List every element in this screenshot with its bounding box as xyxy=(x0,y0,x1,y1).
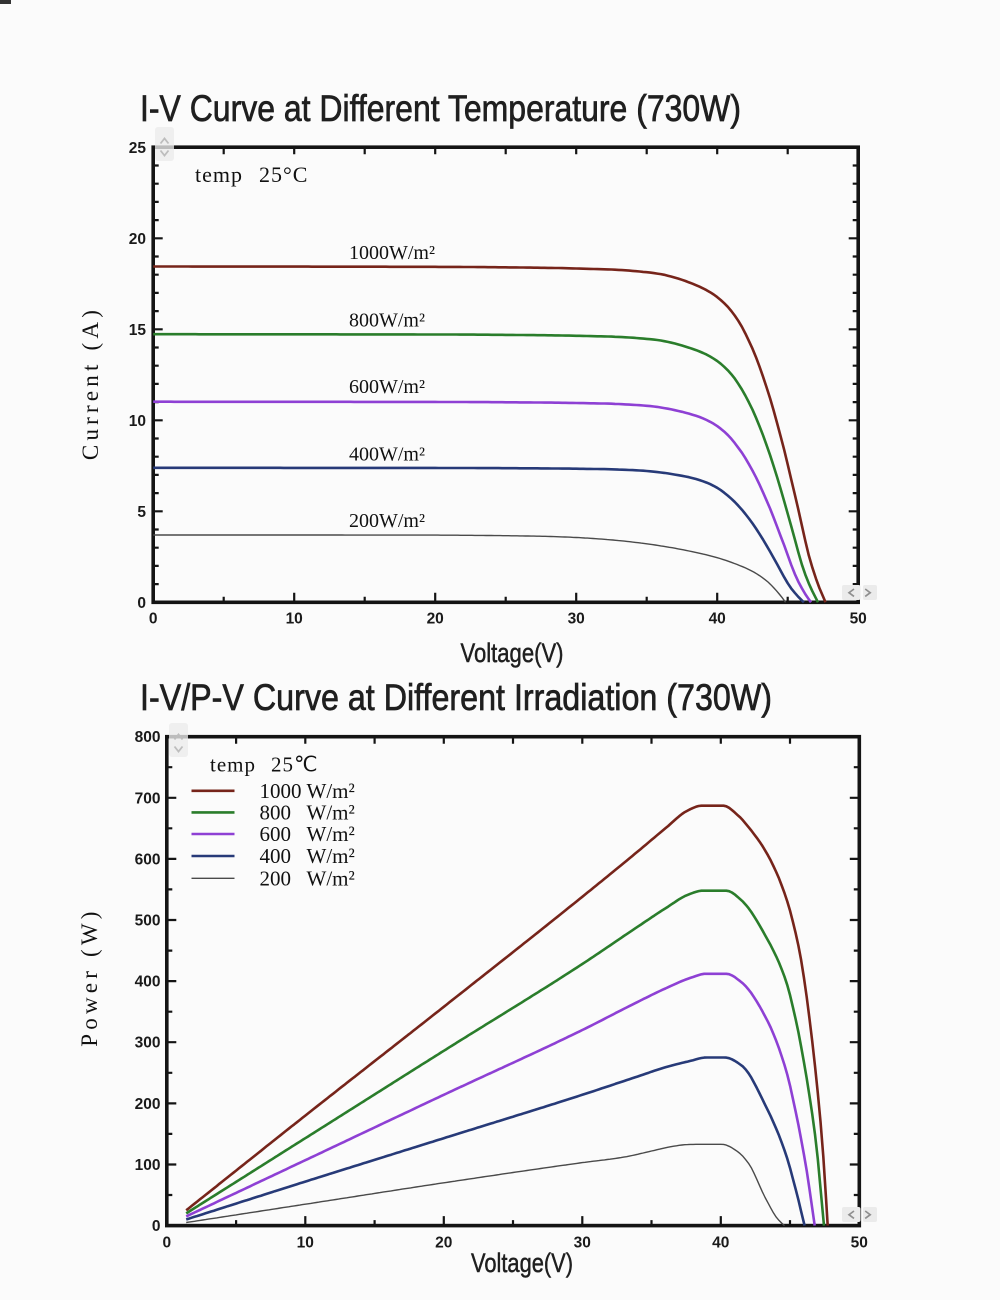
svg-text:30: 30 xyxy=(574,1235,591,1252)
svg-text:25: 25 xyxy=(129,140,147,157)
svg-text:temp: temp xyxy=(195,162,243,187)
svg-text:40: 40 xyxy=(712,1235,729,1252)
svg-text:0: 0 xyxy=(137,595,146,612)
svg-text:10: 10 xyxy=(286,611,303,628)
svg-text:1000: 1000 xyxy=(260,779,302,803)
svg-text:W/m²: W/m² xyxy=(307,844,355,868)
svg-text:0: 0 xyxy=(149,611,158,628)
svg-text:20: 20 xyxy=(435,1235,452,1252)
svg-text:100: 100 xyxy=(135,1157,161,1174)
svg-text:W/m²: W/m² xyxy=(307,801,355,825)
svg-text:Voltage(V): Voltage(V) xyxy=(471,1248,573,1278)
svg-text:800W/m²: 800W/m² xyxy=(349,310,425,332)
svg-text:400: 400 xyxy=(260,844,292,868)
svg-text:200W/m²: 200W/m² xyxy=(349,510,425,532)
svg-text:600: 600 xyxy=(135,851,161,868)
svg-text:600: 600 xyxy=(260,822,292,846)
svg-text:25°C: 25°C xyxy=(259,162,308,187)
svg-text:300: 300 xyxy=(135,1035,161,1052)
svg-text:700: 700 xyxy=(135,790,161,807)
svg-text:600W/m²: 600W/m² xyxy=(349,376,425,398)
svg-text:temp: temp xyxy=(210,753,256,777)
svg-text:30: 30 xyxy=(568,611,585,628)
svg-text:200: 200 xyxy=(260,867,292,891)
svg-text:10: 10 xyxy=(297,1235,314,1252)
svg-text:20: 20 xyxy=(129,231,146,248)
svg-text:Current (A): Current (A) xyxy=(78,306,103,460)
svg-text:Power (W): Power (W) xyxy=(77,907,102,1046)
svg-text:I-V Curve at Different Tempera: I-V Curve at Different Temperature (730W… xyxy=(140,88,741,129)
svg-text:Voltage(V): Voltage(V) xyxy=(461,638,564,668)
svg-text:40: 40 xyxy=(709,611,726,628)
svg-text:800: 800 xyxy=(260,801,292,825)
svg-text:50: 50 xyxy=(850,611,867,628)
svg-text:5: 5 xyxy=(137,504,146,521)
svg-text:W/m²: W/m² xyxy=(307,867,355,891)
svg-text:W/m²: W/m² xyxy=(307,779,355,803)
svg-text:I-V/P-V Curve at Different Irr: I-V/P-V Curve at Different Irradiation (… xyxy=(140,677,772,718)
svg-text:1000W/m²: 1000W/m² xyxy=(349,242,435,264)
svg-text:25℃: 25℃ xyxy=(271,753,319,777)
svg-text:0: 0 xyxy=(162,1235,171,1252)
svg-text:10: 10 xyxy=(129,413,146,430)
svg-text:50: 50 xyxy=(851,1235,868,1252)
svg-text:20: 20 xyxy=(427,611,444,628)
svg-text:800: 800 xyxy=(135,729,161,746)
svg-text:400W/m²: 400W/m² xyxy=(349,444,425,466)
svg-text:W/m²: W/m² xyxy=(307,822,355,846)
svg-text:200: 200 xyxy=(135,1096,161,1113)
svg-text:0: 0 xyxy=(152,1218,161,1235)
svg-text:500: 500 xyxy=(135,913,161,930)
svg-text:400: 400 xyxy=(135,974,161,991)
svg-text:15: 15 xyxy=(129,322,147,339)
